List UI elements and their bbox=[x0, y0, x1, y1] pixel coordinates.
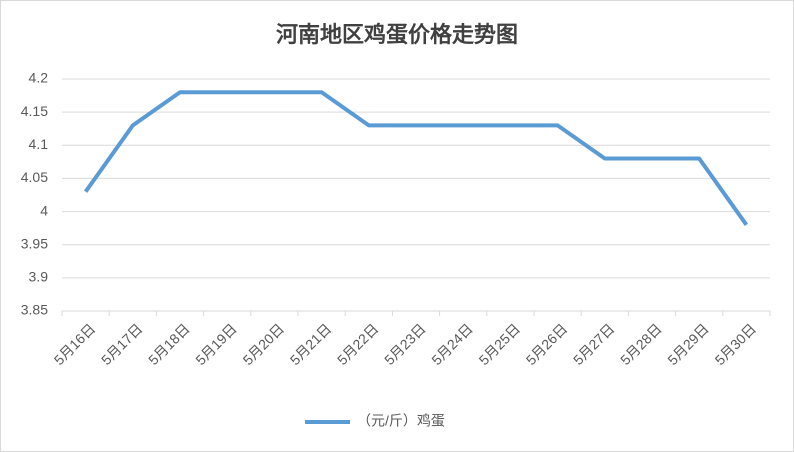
y-tick-label: 3.85 bbox=[21, 302, 48, 318]
chart-title: 河南地区鸡蛋价格走势图 bbox=[276, 22, 518, 47]
y-tick-label: 4.2 bbox=[29, 70, 49, 86]
y-tick-label: 4.1 bbox=[29, 136, 49, 152]
y-tick-label: 3.95 bbox=[21, 235, 48, 251]
y-tick-label: 3.9 bbox=[29, 269, 49, 285]
y-tick-label: 4 bbox=[40, 202, 48, 218]
y-tick-label: 4.05 bbox=[21, 169, 48, 185]
series-line bbox=[83, 90, 749, 226]
legend-label: （元/斤）鸡蛋 bbox=[357, 413, 445, 429]
y-tick-label: 4.15 bbox=[21, 103, 48, 119]
